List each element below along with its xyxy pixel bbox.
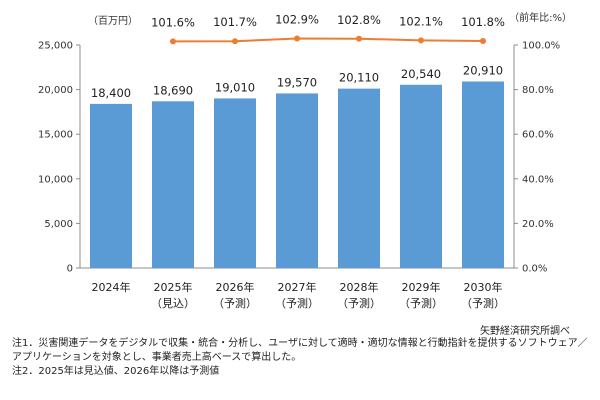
right-axis-unit: （前年比:%） xyxy=(509,11,572,24)
x-axis-category-sublabel: （予測） xyxy=(337,296,381,310)
x-axis-category-sublabel: （予測） xyxy=(213,296,257,310)
growth-rate-point xyxy=(418,37,424,44)
source-credit: 矢野経済研究所調べ xyxy=(480,326,570,337)
footnotes: 注1．災害関連データをデジタルで収集・統合・分析し、ユーザに対して適時・適切な情… xyxy=(12,337,592,379)
left-axis-tick-label: 25,000 xyxy=(38,41,73,52)
x-axis-category-label: 2029年 xyxy=(402,280,441,294)
x-axis-category-label: 2024年 xyxy=(92,280,131,294)
bar xyxy=(400,84,442,268)
growth-rate-label: 102.9% xyxy=(275,13,319,27)
x-axis-category-label: 2028年 xyxy=(340,280,379,294)
growth-rate-label: 101.8% xyxy=(461,15,505,29)
x-axis-category-label: 2027年 xyxy=(278,280,317,294)
bar-value-label: 20,540 xyxy=(401,67,441,81)
bar xyxy=(90,103,132,268)
growth-rate-line xyxy=(172,37,484,43)
growth-rate-point xyxy=(232,38,238,45)
left-axis-tick-label: 5,000 xyxy=(44,219,73,230)
bar-value-label: 19,010 xyxy=(215,80,255,94)
right-axis-tick-label: 20.0% xyxy=(522,219,554,230)
bar-line-chart: 0 5,000 10,000 15,000 20,000 25,000 0.0% 20.0% 4… xyxy=(38,11,572,310)
x-axis-category-sublabel: （予測） xyxy=(275,296,319,310)
x-axis-category-sublabel: （予測） xyxy=(399,296,443,310)
right-axis-tick-label: 60.0% xyxy=(522,130,554,141)
bar-value-label: 19,570 xyxy=(277,75,317,89)
bar-value-label: 20,910 xyxy=(463,63,503,77)
footnote-2: 注2．2025年は見込値、2026年以降は予測値 xyxy=(12,366,220,377)
bar xyxy=(214,98,256,268)
growth-rate-label: 102.1% xyxy=(399,14,443,28)
bar xyxy=(338,88,380,268)
x-axis-category-sublabel: （予測） xyxy=(461,296,505,310)
left-axis-tick-label: 15,000 xyxy=(38,130,73,141)
right-axis-tick-label: 80.0% xyxy=(522,85,554,96)
bar xyxy=(152,101,194,268)
growth-rate-point xyxy=(170,38,176,45)
bar xyxy=(462,81,504,268)
left-axis-unit: （百万円） xyxy=(88,15,138,27)
bar-value-label: 20,110 xyxy=(339,71,379,85)
right-axis-tick-label: 40.0% xyxy=(522,174,554,185)
bar-value-label: 18,400 xyxy=(91,86,131,100)
growth-rate-point xyxy=(356,35,362,42)
left-axis-tick-label: 0 xyxy=(67,264,73,275)
left-axis-tick-label: 20,000 xyxy=(38,85,73,96)
left-axis-tick-label: 10,000 xyxy=(38,174,73,185)
bar-value-label: 18,690 xyxy=(153,83,193,97)
growth-rate-point xyxy=(480,37,486,44)
x-axis-category-label: 2030年 xyxy=(464,280,503,294)
growth-rate-label: 101.7% xyxy=(213,15,257,29)
right-axis-tick-label: 100.0% xyxy=(522,41,560,52)
right-axis-tick-label: 0.0% xyxy=(522,264,547,275)
footnote-1: 注1．災害関連データをデジタルで収集・統合・分析し、ユーザに対して適時・適切な情… xyxy=(12,338,588,349)
growth-rate-point xyxy=(294,35,300,42)
x-axis-category-label: 2026年 xyxy=(216,280,255,294)
footnote-1-continued: アプリケーションを対象とし、事業者売上高ベースで算出した。 xyxy=(12,352,302,363)
bar xyxy=(276,93,318,268)
growth-rate-label: 101.6% xyxy=(151,15,195,29)
x-axis-category-sublabel: （見込） xyxy=(151,297,195,310)
x-axis-category-label: 2025年 xyxy=(154,280,193,294)
growth-rate-label: 102.8% xyxy=(337,13,381,27)
